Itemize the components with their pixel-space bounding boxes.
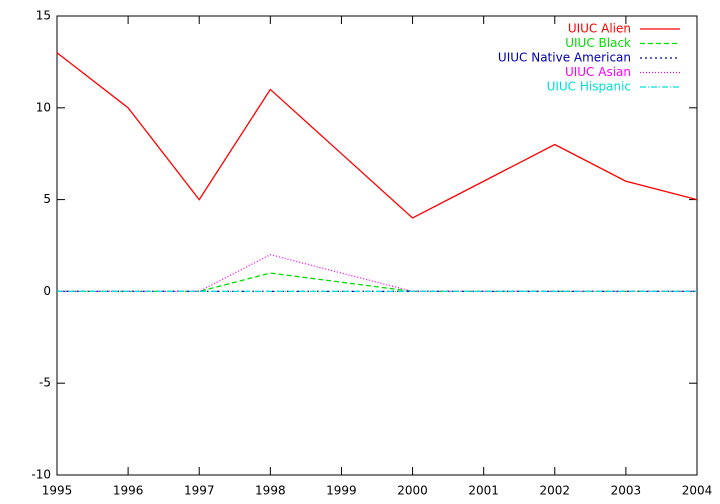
x-tick-label: 2000 — [397, 484, 428, 498]
y-tick-label: -5 — [39, 376, 51, 390]
x-tick-label: 2004 — [682, 484, 713, 498]
plot-frame — [56, 15, 698, 476]
y-tick-label: 0 — [43, 284, 51, 298]
x-tick-label: 2002 — [540, 484, 571, 498]
x-tick-label: 1999 — [326, 484, 357, 498]
x-tick-label: 2003 — [611, 484, 642, 498]
series-line — [57, 272, 697, 293]
legend-label: UIUC Alien — [568, 22, 631, 36]
y-tick-label: 15 — [36, 9, 51, 23]
legend-label: UIUC Native American — [498, 51, 631, 65]
legend-label: UIUC Hispanic — [547, 80, 631, 94]
x-tick-label: 1997 — [184, 484, 215, 498]
y-tick-label: -10 — [31, 468, 51, 482]
x-tick-label: 1996 — [113, 484, 144, 498]
y-tick-label: 10 — [36, 100, 51, 114]
series-line — [57, 253, 697, 293]
x-tick-label: 2001 — [468, 484, 499, 498]
x-tick-label: 1998 — [255, 484, 286, 498]
y-tick-label: 5 — [43, 192, 51, 206]
x-tick-label: 1995 — [42, 484, 73, 498]
series-line — [56, 52, 698, 219]
legend-label: UIUC Black — [565, 36, 631, 50]
legend-label: UIUC Asian — [565, 65, 631, 79]
